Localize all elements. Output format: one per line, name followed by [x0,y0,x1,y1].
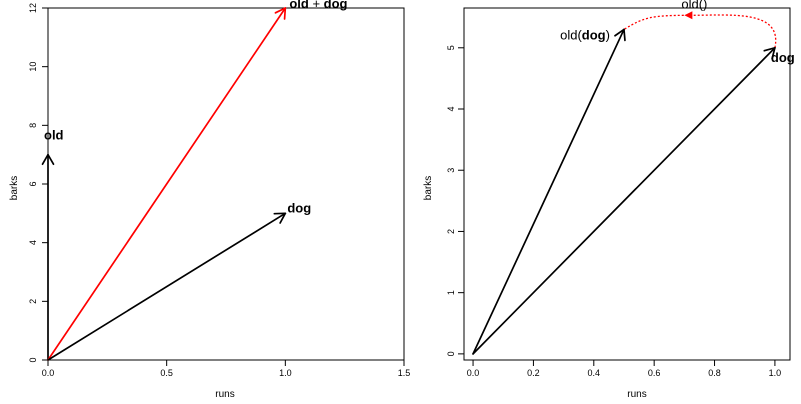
transform-arc [623,11,777,48]
vector-label-old-of-dog-part: dog [582,27,606,42]
vector-old-head [41,153,55,166]
x-tick-label: 0.0 [42,368,55,378]
y-axis-title: barks [9,176,20,200]
y-tick-label: 4 [28,240,38,245]
vector-old-plus-dog [47,7,287,361]
x-tick-label: 0.8 [708,368,721,378]
vector-dog [47,212,287,361]
x-tick-label: 0.5 [160,368,173,378]
vector-label-old-plus-dog-part: dog [324,0,348,11]
y-tick-label: 12 [28,3,38,13]
y-tick-label: 5 [446,45,456,50]
x-tick-label: 0.0 [467,368,480,378]
vector-old-of-dog-head [614,28,626,42]
vector-label-old: old [44,128,64,143]
vector-label-old-of-dog-part: ) [606,27,610,42]
vector-dog-head [273,212,287,224]
y-tick-label: 4 [446,107,456,112]
vector-label-old-plus-dog-part: old [289,0,309,11]
y-tick-label: 0 [446,351,456,356]
x-axis-title: runs [215,389,234,400]
vector-label-dog-part: dog [771,50,795,65]
y-tick-label: 8 [28,123,38,128]
x-tick-label: 0.2 [527,368,540,378]
vector-dog-head [763,46,776,60]
transform-label: old() [681,0,707,11]
right-panel: 0.0 0.2 0.4 0.6 0.8 1.0012345runsbarksold()ol… [423,0,795,400]
vector-old-of-dog [472,28,626,355]
x-tick-label: 1.0 [769,368,782,378]
vector-label-old-plus-dog: old + dog [289,0,347,11]
y-tick-label: 6 [28,181,38,186]
y-axis-title: barks [423,176,434,200]
vector-old-of-dog-shaft [472,28,625,355]
transform-arrowhead [684,11,693,20]
vector-label-old-plus-dog-part: + [309,0,324,11]
vector-label-old-of-dog-part: old( [560,27,582,42]
vector-label-dog-part: dog [287,200,311,215]
x-tick-label: 1.5 [398,368,411,378]
vector-dog [472,46,776,355]
x-tick-label: 0.4 [588,368,601,378]
plot-frame [463,7,791,361]
vector-old-plus-dog-shaft [47,7,287,361]
y-tick-label: 2 [446,229,456,234]
vector-dog-shaft [472,46,776,355]
vector-label-dog: dog [287,200,311,215]
x-tick-label: 1.0 [279,368,292,378]
y-tick-label: 10 [28,62,38,72]
y-tick-label: 1 [446,290,456,295]
y-tick-label: 0 [28,357,38,362]
vector-old-plus-dog-head [274,7,287,20]
y-tick-label: 3 [446,168,456,173]
vector-label-old-of-dog: old(dog) [560,27,610,42]
vector-label-old-part: old [44,128,64,143]
vector-dog-shaft [47,212,287,361]
vector-label-dog: dog [771,50,795,65]
plot-frame [47,7,405,361]
vector-old [41,153,55,361]
y-tick-label: 2 [28,299,38,304]
x-tick-label: 0.6 [648,368,661,378]
transform-curve [623,14,777,48]
x-axis-title: runs [627,389,646,400]
